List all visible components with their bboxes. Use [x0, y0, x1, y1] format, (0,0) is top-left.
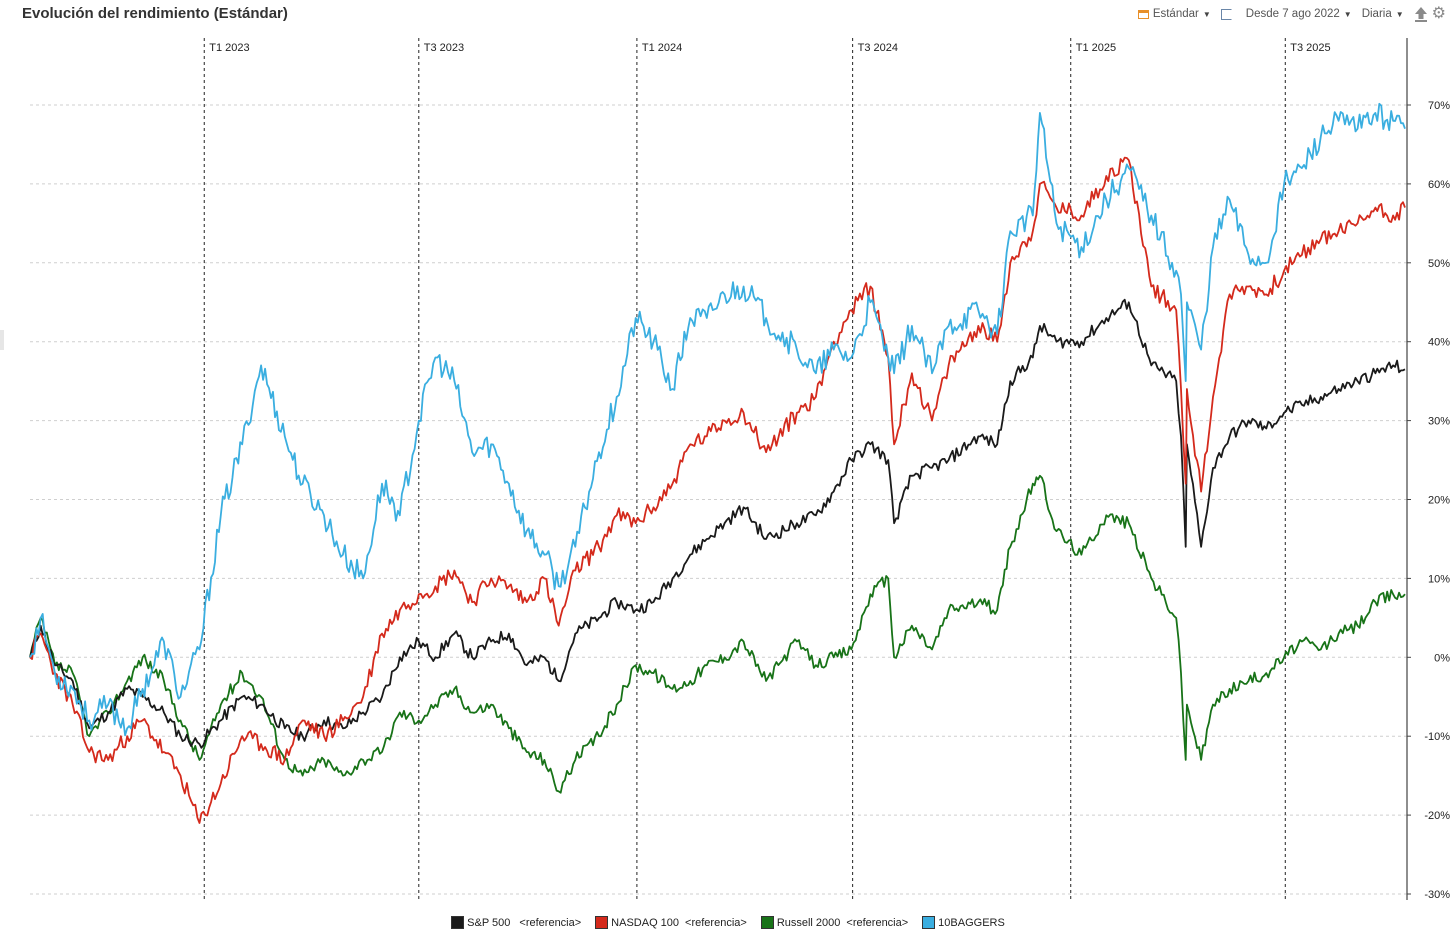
layout-icon [1137, 9, 1149, 19]
series-line-10baggers [29, 102, 1406, 737]
y-tick-label: -10% [1424, 731, 1450, 743]
legend-label-10baggers: 10BAGGERS [938, 916, 1005, 929]
chevron-down-icon: ▼ [1202, 9, 1211, 19]
quarter-marker-label: T1 2023 [209, 42, 249, 54]
legend-item-russell2000[interactable]: Russell 2000 <referencia> [760, 916, 909, 929]
quarter-marker-label: T1 2024 [642, 42, 682, 54]
legend-label-russell2000: Russell 2000 [776, 916, 841, 929]
legend-tag-nasdaq100: <referencia> [685, 916, 747, 929]
y-tick-label: 20% [1428, 495, 1450, 507]
quarter-marker-label: T1 2025 [1076, 42, 1116, 54]
y-tick-label: -20% [1424, 810, 1450, 822]
view-dropdown[interactable]: Estándar ▼ [1137, 8, 1217, 20]
legend-item-nasdaq100[interactable]: NASDAQ 100 <referencia> [595, 916, 747, 929]
legend-item-10baggers[interactable]: 10BAGGERS [922, 916, 1005, 929]
quarter-marker-label: T3 2024 [858, 42, 898, 54]
export-icon [1414, 7, 1427, 22]
y-tick-label: 50% [1428, 258, 1450, 270]
chevron-down-icon: ▼ [1343, 9, 1352, 19]
range-dropdown-label: Desde 7 ago 2022 [1245, 8, 1340, 20]
compare-button[interactable] [1220, 8, 1242, 20]
series-line-sp500 [29, 298, 1406, 749]
range-dropdown[interactable]: Desde 7 ago 2022 ▼ [1246, 8, 1358, 20]
compare-icon [1220, 8, 1232, 20]
y-tick-label: 10% [1428, 573, 1450, 585]
series-line-nasdaq100 [29, 156, 1406, 824]
view-dropdown-label: Estándar [1152, 8, 1199, 20]
legend-swatch-10baggers [922, 916, 936, 929]
legend-label-nasdaq100: NASDAQ 100 [611, 916, 680, 929]
chevron-down-icon: ▼ [1395, 9, 1404, 19]
chart-toolbar: Estándar ▼ Desde 7 ago 2022 ▼ Diaria ▼ ⚙ [1137, 6, 1446, 22]
chart-title: Evolución del rendimiento (Estándar) [22, 5, 288, 22]
legend-label-sp500: S&P 500 [467, 916, 511, 929]
legend-item-sp500[interactable]: S&P 500 <referencia> [451, 916, 581, 929]
chart-legend: S&P 500 <referencia> NASDAQ 100 <referen… [0, 916, 1456, 929]
quarter-marker-label: T3 2025 [1290, 42, 1330, 54]
interval-dropdown-label: Diaria [1361, 8, 1392, 20]
series-line-russell2000 [29, 474, 1406, 794]
legend-swatch-sp500 [451, 916, 465, 929]
legend-swatch-nasdaq100 [595, 916, 609, 929]
legend-tag-sp500: <referencia> [519, 916, 582, 929]
y-tick-label: 0% [1434, 652, 1450, 664]
left-edge-handle [0, 330, 4, 350]
interval-dropdown[interactable]: Diaria ▼ [1362, 8, 1410, 20]
legend-tag-russell2000: <referencia> [846, 916, 909, 929]
y-tick-label: 40% [1428, 337, 1450, 349]
quarter-marker-label: T3 2023 [424, 42, 464, 54]
performance-chart: 70% 60% 50% 40% 30% 20% 10% 0% -10% -20% -30% T1 20… [0, 38, 1450, 902]
y-tick-label: 70% [1428, 100, 1450, 112]
settings-gear-icon: ⚙ [1431, 5, 1446, 22]
y-tick-label: 60% [1428, 179, 1450, 191]
y-tick-label: -30% [1424, 889, 1450, 901]
export-button[interactable] [1414, 6, 1428, 22]
y-tick-label: 30% [1428, 416, 1450, 428]
legend-swatch-russell2000 [760, 916, 774, 929]
settings-button[interactable]: ⚙ [1432, 6, 1446, 22]
